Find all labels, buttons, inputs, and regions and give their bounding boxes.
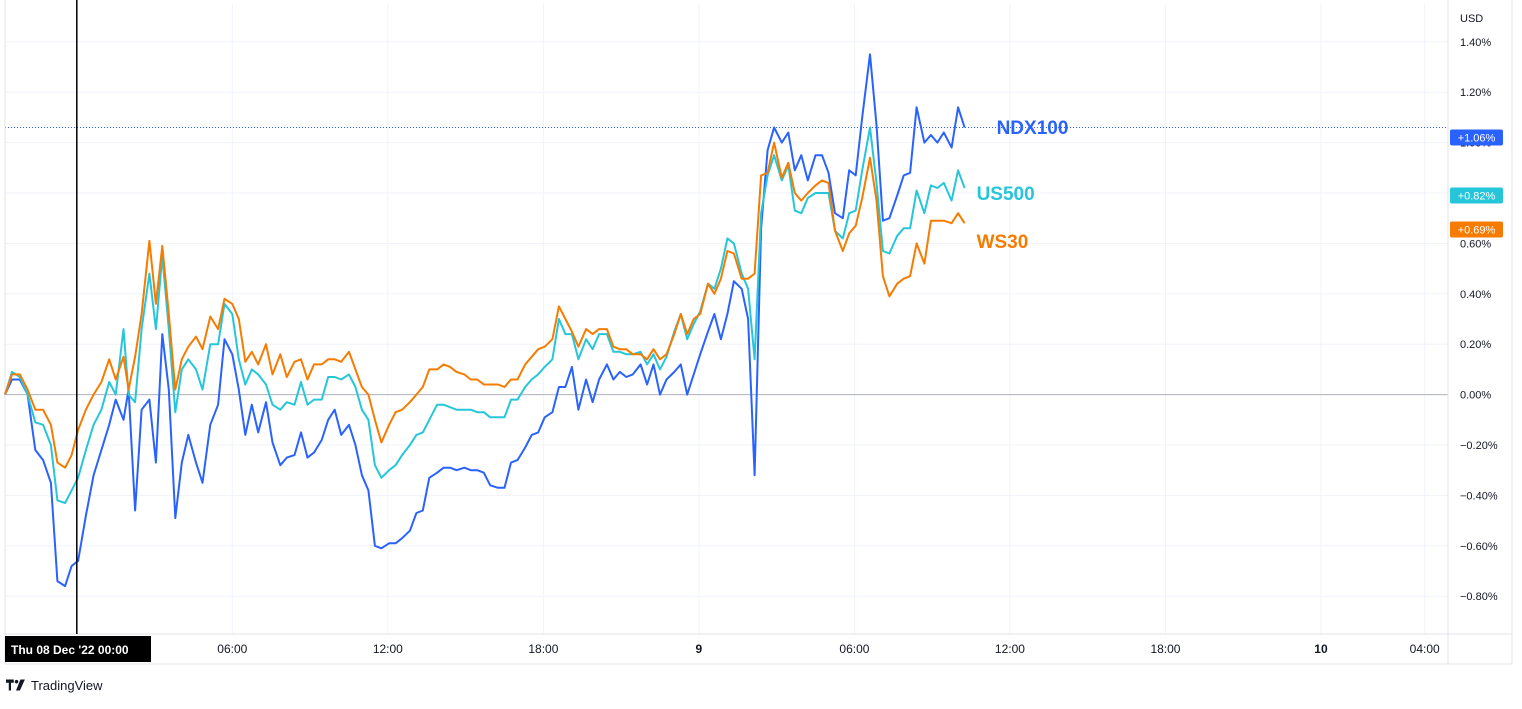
last-value-badge-us500 bbox=[1450, 187, 1503, 204]
x-tick-label: 18:00 bbox=[1150, 642, 1180, 656]
y-tick-label: −0.60% bbox=[1460, 541, 1498, 553]
x-tick-label: 12:00 bbox=[995, 642, 1025, 656]
y-tick-label: 0.00% bbox=[1460, 390, 1491, 402]
y-tick-label: −0.80% bbox=[1460, 591, 1498, 603]
series-name-label-ws30: WS30 bbox=[977, 232, 1029, 253]
x-tick-label: 9 bbox=[696, 642, 703, 656]
x-tick-label: 12:00 bbox=[373, 642, 403, 656]
last-value-badge-ws30 bbox=[1450, 221, 1503, 238]
label-layer: NDX100 US500 WS30 +1.06% +0.82% +0.69% Thu 08 … bbox=[5, 0, 1503, 662]
last-value-text-us500: +0.82% bbox=[1458, 191, 1496, 203]
series-layer bbox=[4, 53, 966, 588]
y-tick-label: 0.40% bbox=[1460, 289, 1491, 301]
y-tick-label: −0.40% bbox=[1460, 490, 1498, 502]
crosshair-time-label-bg bbox=[5, 636, 151, 662]
x-tick-label: 04:00 bbox=[1410, 642, 1440, 656]
series-name-label-ndx100: NDX100 bbox=[997, 118, 1069, 139]
series-line-ndx100 bbox=[4, 53, 966, 588]
crosshair-time-label: Thu 08 Dec '22 00:00 bbox=[11, 643, 129, 657]
y-tick-label: −0.20% bbox=[1460, 440, 1498, 452]
tradingview-logo-text: TradingView bbox=[31, 677, 103, 693]
tradingview-mark-icon bbox=[6, 679, 25, 691]
x-tick-label: 06:00 bbox=[839, 642, 869, 656]
x-tick-label: 10 bbox=[1314, 642, 1328, 656]
last-value-text-ws30: +0.69% bbox=[1458, 225, 1496, 237]
x-tick-label: 18:00 bbox=[528, 642, 558, 656]
y-tick-label: 0.20% bbox=[1460, 339, 1491, 351]
currency-label: USD bbox=[1460, 13, 1483, 25]
axes-layer: 1.40%1.20%1.00%0.80%0.60%0.40%0.20%0.00%… bbox=[4, 0, 1513, 665]
last-value-text-ndx100: +1.06% bbox=[1458, 133, 1496, 145]
series-line-us500 bbox=[4, 126, 966, 504]
series-name-label-us500: US500 bbox=[977, 184, 1035, 205]
tradingview-logo[interactable]: TradingView bbox=[6, 676, 103, 694]
series-line-ws30 bbox=[4, 141, 966, 469]
last-value-badge-ndx100 bbox=[1450, 129, 1503, 146]
y-tick-label: 0.60% bbox=[1460, 238, 1491, 250]
y-tick-label: 1.20% bbox=[1460, 87, 1491, 99]
y-tick-label: 1.40% bbox=[1460, 37, 1491, 49]
x-tick-label: 06:00 bbox=[217, 642, 247, 656]
